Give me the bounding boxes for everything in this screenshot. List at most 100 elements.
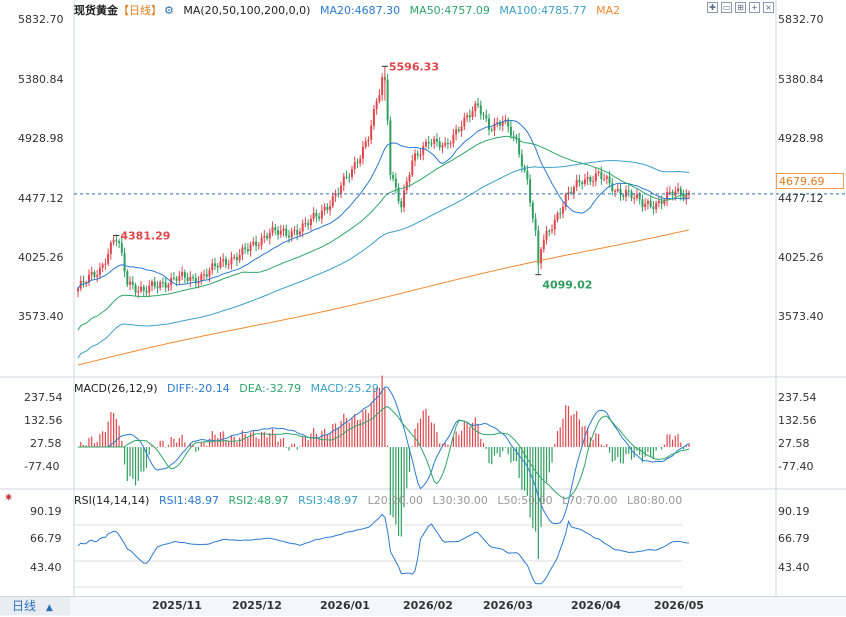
candle-body bbox=[216, 265, 219, 268]
macd-histogram-bar bbox=[658, 446, 660, 448]
macd-histogram-bar bbox=[85, 445, 87, 447]
macd-histogram-bar bbox=[129, 447, 131, 477]
candle-body bbox=[287, 235, 290, 238]
settings-icon[interactable]: ⚙ bbox=[164, 4, 174, 17]
candle-body bbox=[129, 281, 132, 285]
macd-histogram-bar bbox=[258, 438, 260, 447]
low-right-annotation: 4099.02 bbox=[542, 279, 592, 292]
macd-histogram-bar bbox=[370, 402, 372, 447]
candle-body bbox=[161, 282, 164, 284]
ma50-line bbox=[77, 135, 690, 331]
macd-histogram-bar bbox=[608, 447, 611, 453]
macd-histogram-bar bbox=[211, 431, 213, 447]
macd-histogram-bar bbox=[225, 439, 227, 447]
macd-histogram-bar bbox=[559, 427, 561, 447]
add-icon[interactable]: + bbox=[749, 2, 760, 13]
x-axis-label: 2026/01 bbox=[320, 599, 370, 612]
candle-body bbox=[594, 173, 597, 182]
macd-histogram-bar bbox=[633, 447, 635, 458]
macd-histogram-bar bbox=[173, 438, 175, 447]
macd-histogram-bar bbox=[236, 442, 238, 447]
candle-body bbox=[493, 123, 496, 131]
candle-body bbox=[570, 191, 573, 194]
macd-histogram-bar bbox=[576, 411, 578, 447]
candle-body bbox=[348, 176, 351, 178]
candle-body bbox=[137, 291, 140, 293]
candle-body bbox=[364, 141, 367, 147]
macd-histogram-bar bbox=[359, 419, 361, 447]
macd-histogram-bar bbox=[639, 447, 641, 456]
macd-histogram-bar bbox=[592, 439, 594, 447]
candle-body bbox=[298, 231, 301, 235]
macd-histogram-bar bbox=[406, 447, 408, 489]
macd-histogram-bar bbox=[493, 447, 496, 456]
candle-body bbox=[655, 202, 658, 210]
macd-histogram-bar bbox=[192, 444, 194, 447]
candle-body bbox=[271, 227, 274, 233]
candle-body bbox=[422, 146, 425, 155]
candle-body bbox=[449, 143, 452, 145]
macd-histogram-bar bbox=[118, 425, 120, 447]
candle-body bbox=[312, 212, 315, 219]
macd-histogram-bar bbox=[685, 444, 687, 447]
macd-histogram-bar bbox=[617, 447, 619, 458]
candle-body bbox=[498, 122, 501, 126]
candle-body bbox=[561, 206, 564, 214]
macd-histogram-bar bbox=[334, 423, 337, 447]
close-icon[interactable]: × bbox=[763, 2, 774, 13]
candle-body bbox=[471, 111, 474, 118]
zoom-out-icon[interactable]: ▭ bbox=[721, 2, 732, 13]
candle-body bbox=[304, 223, 307, 225]
crosshair-icon[interactable]: ✷ bbox=[4, 491, 14, 504]
candle-body bbox=[140, 286, 143, 292]
price-axis-right-label: 4928.98 bbox=[778, 132, 824, 145]
high-annotation: 5596.33 bbox=[389, 60, 439, 73]
main-chart-header: 现货黄金【日线】 ⚙ MA(20,50,100,200,0,0) MA20:468… bbox=[74, 4, 626, 18]
candle-body bbox=[323, 206, 326, 211]
rsi-l30: L30:30.00 bbox=[432, 494, 488, 507]
candle-body bbox=[635, 194, 638, 199]
period-selector[interactable]: 日线 ▲ bbox=[0, 597, 70, 615]
rsi3-value: RSI3:48.97 bbox=[298, 494, 359, 507]
macd-histogram-bar bbox=[148, 447, 150, 455]
macd-histogram-bar bbox=[485, 447, 487, 449]
macd-histogram-bar bbox=[178, 438, 180, 447]
macd-histogram-bar bbox=[619, 447, 622, 464]
macd-histogram-bar bbox=[389, 447, 391, 515]
candle-body bbox=[372, 109, 375, 126]
macd-histogram-bar bbox=[376, 387, 378, 447]
macd-histogram-bar bbox=[102, 431, 104, 447]
macd-histogram-bar bbox=[430, 422, 433, 447]
macd-histogram-bar bbox=[343, 413, 345, 447]
period-label: 【日线】 bbox=[118, 4, 162, 17]
candle-body bbox=[638, 194, 641, 200]
macd-histogram-bar bbox=[132, 447, 134, 479]
rsi-title: RSI(14,14,14) bbox=[74, 494, 150, 507]
macd-histogram-bar bbox=[598, 433, 600, 447]
macd-histogram-bar bbox=[126, 447, 128, 481]
macd-histogram-bar bbox=[91, 436, 93, 447]
zoom-in-icon[interactable]: ✚ bbox=[707, 2, 718, 13]
macd-histogram-bar bbox=[548, 447, 550, 473]
macd-histogram-bar bbox=[156, 447, 159, 448]
fullscreen-icon[interactable]: ⊞ bbox=[735, 2, 746, 13]
candle-body bbox=[175, 278, 178, 281]
candle-body bbox=[551, 229, 554, 232]
macd-histogram-bar bbox=[545, 447, 548, 483]
candle-body bbox=[150, 281, 153, 286]
candle-body bbox=[474, 103, 477, 112]
candle-body bbox=[205, 274, 208, 277]
macd-axis-left-label: 237.54 bbox=[24, 391, 63, 404]
candle-body bbox=[77, 288, 79, 292]
macd-histogram-bar bbox=[291, 444, 293, 447]
macd-histogram-bar bbox=[543, 447, 545, 504]
candle-body bbox=[644, 203, 647, 208]
candle-body bbox=[392, 175, 395, 179]
rsi-axis-right-label: 43.40 bbox=[778, 561, 810, 574]
candle-body bbox=[290, 231, 293, 238]
macd-histogram-bar bbox=[671, 439, 674, 447]
macd-histogram-bar bbox=[644, 447, 646, 457]
price-axis-right-label: 4025.26 bbox=[778, 251, 824, 264]
macd-histogram-bar bbox=[228, 441, 230, 447]
